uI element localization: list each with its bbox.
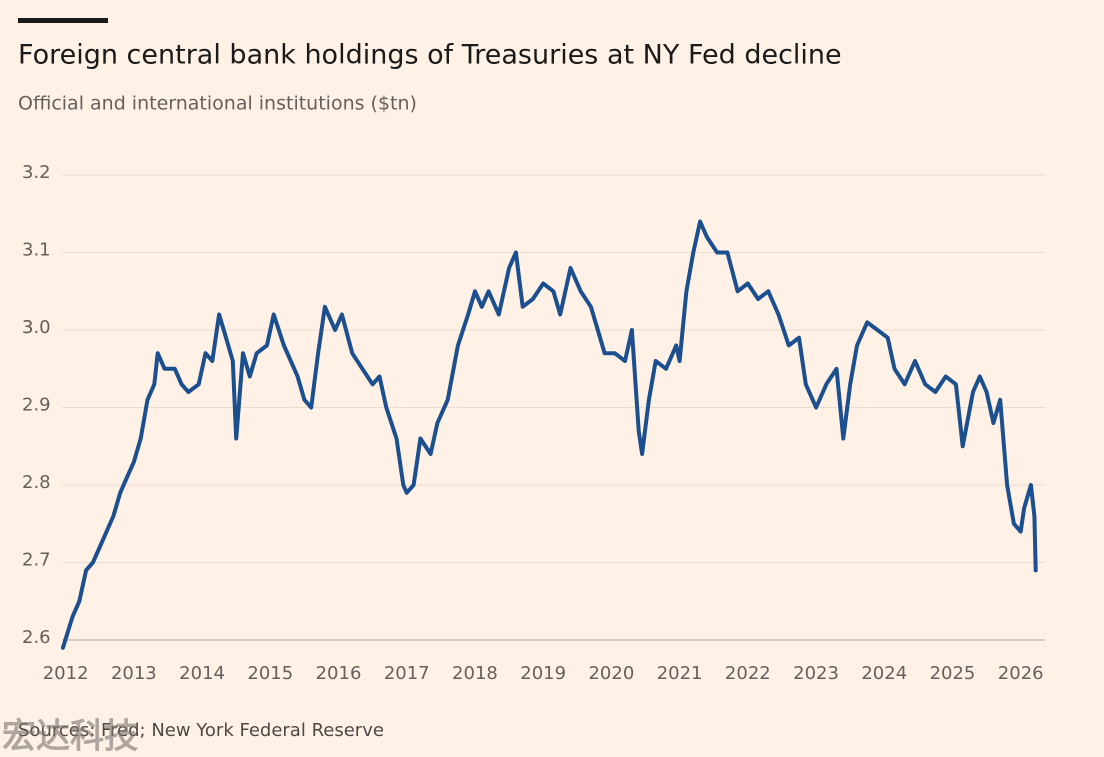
y-tick-label: 3.1 xyxy=(22,240,51,261)
x-tick-label: 2026 xyxy=(998,663,1044,684)
chart-title: Foreign central bank holdings of Treasur… xyxy=(18,40,842,71)
x-tick-label: 2015 xyxy=(247,663,293,684)
source: Sources: Fred; New York Federal Reserve xyxy=(18,720,384,741)
x-tick-label: 2023 xyxy=(793,663,839,684)
x-tick-label: 2021 xyxy=(657,663,703,684)
y-tick-label: 3 xyxy=(22,317,33,338)
y-tick-label: 2.9 xyxy=(22,395,51,416)
x-tick-label: 2020 xyxy=(588,663,634,684)
data-line xyxy=(60,219,1038,650)
x-tick-label: 2016 xyxy=(316,663,362,684)
chart-subtitle: Official and international institutions … xyxy=(18,93,417,115)
y-tick-label: 3.0 xyxy=(22,317,51,338)
x-tick-label: 2013 xyxy=(111,663,157,684)
y-tick-label: 2.7 xyxy=(22,550,51,571)
y-tick-label: 3.2 xyxy=(22,162,51,183)
x-tick-label: 2022 xyxy=(725,663,771,684)
title-bar xyxy=(18,18,108,23)
x-tick-label: 2014 xyxy=(179,663,225,684)
y-tick-label: 2.6 xyxy=(22,627,51,648)
y-tick-label: 2.8 xyxy=(22,472,51,493)
x-tick-label: 2017 xyxy=(384,663,430,684)
x-tick-label: 2012 xyxy=(43,663,89,684)
x-tick-label: 2018 xyxy=(452,663,498,684)
x-tick-label: 2025 xyxy=(930,663,976,684)
x-tick-label: 2019 xyxy=(520,663,566,684)
x-tick-label: 2024 xyxy=(861,663,907,684)
watermark: 宏达科技 xyxy=(2,717,138,757)
